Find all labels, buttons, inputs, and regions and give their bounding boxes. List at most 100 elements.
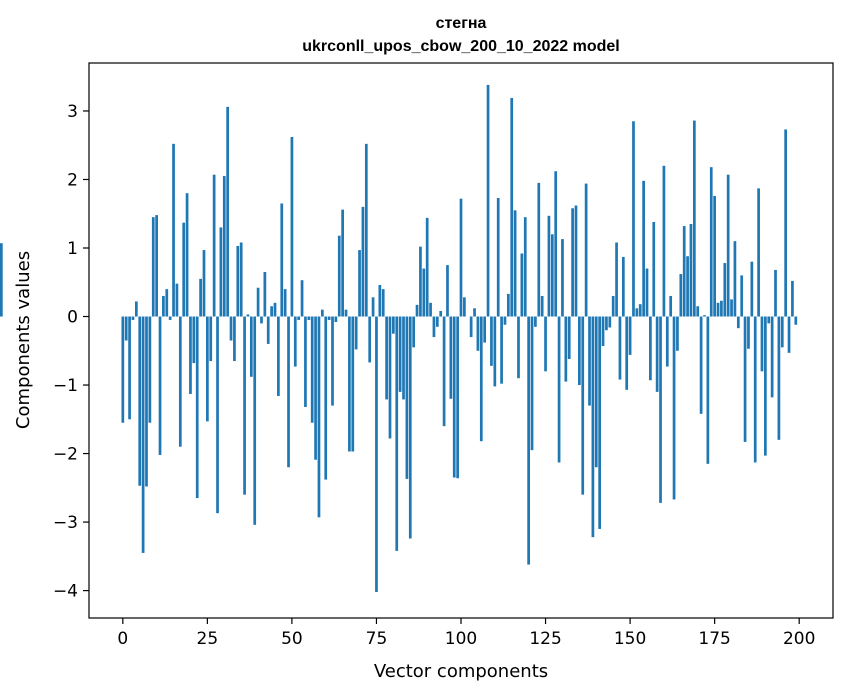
bar-17	[178, 316, 182, 447]
x-tick-label: 75	[366, 629, 388, 649]
bar-50	[290, 137, 294, 317]
bar-185	[747, 316, 750, 349]
bar-182	[736, 316, 740, 329]
bar-3	[131, 316, 135, 320]
bar-115	[510, 97, 514, 317]
bar-93	[435, 316, 439, 327]
bar-145	[611, 295, 615, 317]
bar-undefined	[0, 243, 3, 317]
x-tick-label: 200	[783, 629, 815, 649]
bar-81	[395, 316, 399, 551]
bar-37	[246, 314, 250, 317]
bar-38	[249, 316, 253, 377]
x-tick-label: 25	[197, 629, 219, 649]
bar-159	[659, 316, 662, 503]
bar-59	[320, 309, 324, 317]
x-tick-label: 50	[281, 629, 303, 649]
bar-135	[578, 316, 581, 386]
bar-54	[304, 316, 307, 407]
bar-61	[327, 316, 331, 320]
bar-117	[517, 316, 520, 379]
bar-44	[270, 306, 273, 317]
bar-131	[564, 316, 568, 382]
bar-58	[317, 316, 321, 518]
bar-170	[696, 306, 700, 317]
bar-74	[371, 297, 375, 317]
bar-178	[723, 263, 727, 317]
bar-157	[652, 221, 656, 317]
bar-0	[121, 316, 125, 423]
bar-189	[760, 316, 764, 372]
y-axis-ticks: −4 −3 −2 −1 0 1 2 3	[53, 102, 89, 602]
x-tick-label: 125	[529, 629, 561, 649]
bar-124	[540, 295, 544, 317]
bar-129	[557, 316, 561, 463]
bar-127	[550, 234, 554, 317]
bar-47	[280, 203, 284, 317]
bar-60	[324, 316, 328, 480]
bar-191	[767, 316, 771, 324]
bar-78	[385, 316, 388, 400]
bar-147	[618, 316, 622, 380]
bar-109	[490, 316, 493, 366]
bar-72	[364, 143, 368, 317]
bar-22	[195, 316, 199, 499]
bar-177	[720, 300, 723, 317]
bar-149	[625, 316, 629, 390]
bar-167	[686, 256, 689, 317]
bar-75	[375, 316, 378, 592]
bar-14	[168, 316, 172, 320]
bar-118	[520, 253, 524, 317]
bar-168	[689, 224, 693, 317]
bar-12	[162, 295, 165, 317]
bar-114	[506, 293, 510, 317]
bar-133	[571, 208, 574, 317]
bar-4	[134, 301, 138, 317]
bar-89	[422, 268, 426, 317]
bar-33	[233, 316, 236, 362]
bar-25	[206, 316, 209, 422]
bar-16	[175, 283, 179, 317]
bar-130	[561, 239, 564, 317]
bar-194	[777, 316, 781, 440]
bar-34	[236, 245, 240, 317]
bar-48	[283, 289, 287, 317]
bar-32	[229, 316, 233, 341]
bar-123	[537, 182, 541, 317]
bar-107	[483, 316, 487, 343]
bar-193	[774, 269, 777, 317]
bar-88	[419, 246, 422, 317]
bar-98	[452, 316, 456, 478]
bar-83	[402, 316, 405, 400]
bar-143	[605, 316, 608, 331]
y-tick-label: −2	[53, 445, 78, 465]
plot-frame	[88, 62, 834, 619]
bar-51	[293, 316, 297, 367]
bar-146	[615, 242, 618, 317]
bar-77	[381, 289, 385, 317]
bar-42	[263, 271, 267, 317]
bar-94	[439, 311, 443, 317]
bar-70	[358, 250, 361, 317]
bar-120	[527, 316, 530, 565]
bar-99	[456, 316, 459, 479]
bar-181	[733, 241, 737, 317]
bar-179	[726, 174, 730, 317]
bar-28	[216, 316, 219, 514]
bar-80	[392, 316, 395, 334]
bar-111	[496, 197, 500, 317]
bar-91	[429, 302, 432, 317]
bar-68	[351, 316, 355, 452]
bar-161	[665, 316, 669, 367]
bar-97	[449, 316, 453, 399]
bar-9	[151, 217, 155, 317]
bar-36	[243, 316, 246, 495]
bar-192	[770, 316, 774, 398]
bar-116	[513, 210, 517, 317]
x-tick-label: 0	[117, 629, 128, 649]
bar-101	[463, 297, 466, 317]
bar-153	[638, 304, 642, 317]
bar-104	[473, 308, 476, 317]
bar-105	[476, 316, 480, 351]
